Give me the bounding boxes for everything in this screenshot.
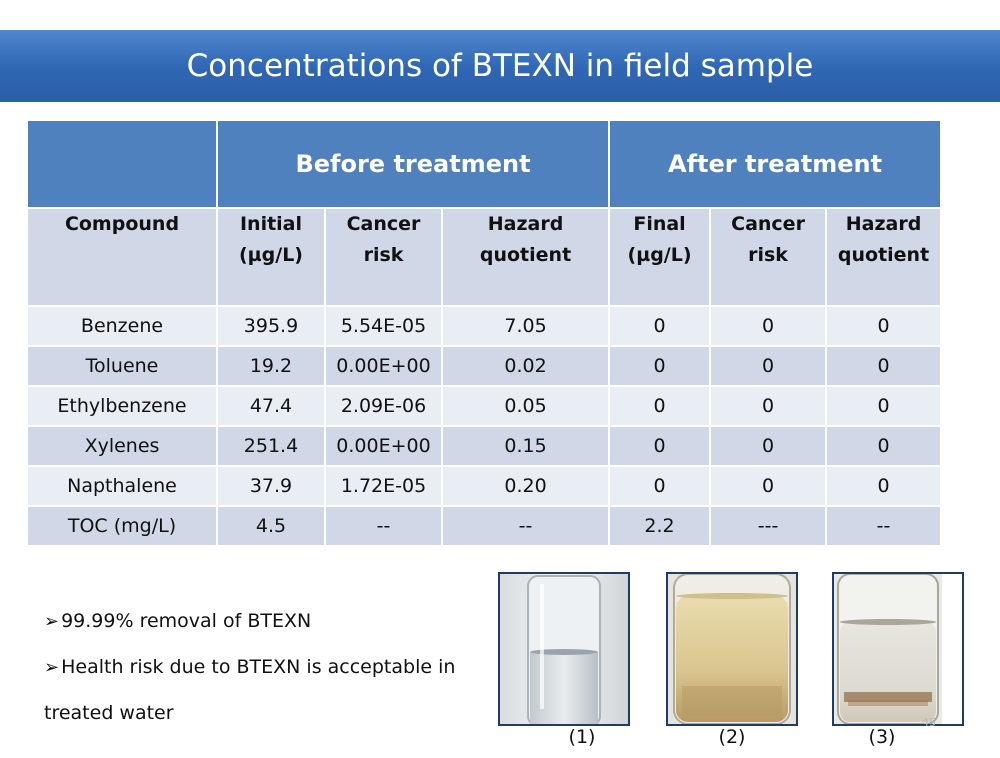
before-treatment-header: Before treatment xyxy=(215,119,611,209)
bullet-item: ➢ Health risk due to BTEXN is acceptable … xyxy=(44,656,456,678)
value-cell: 395.9 xyxy=(216,305,326,347)
photo-caption-3: (3) xyxy=(868,726,896,748)
column-header: Cancer risk xyxy=(324,207,443,307)
value-cell: 2.09E-06 xyxy=(324,385,443,427)
value-cell: 0.02 xyxy=(440,345,611,387)
value-cell: 251.4 xyxy=(216,425,326,467)
slide-title: Concentrations of BTEXN in field sample xyxy=(186,48,814,84)
after-treatment-header: After treatment xyxy=(608,119,943,209)
compound-cell: Toluene xyxy=(26,345,218,387)
column-header: Cancer risk xyxy=(709,207,828,307)
compound-cell: Benzene xyxy=(26,305,218,347)
value-cell: 4.5 xyxy=(216,505,326,547)
table-row: Ethylbenzene 47.4 2.09E-06 0.05 0 0 0 xyxy=(26,385,943,427)
value-cell: 0.00E+00 xyxy=(324,425,443,467)
photo-caption-2: (2) xyxy=(718,726,746,748)
bullet-continuation: treated water xyxy=(44,702,174,724)
table-row: Xylenes 251.4 0.00E+00 0.15 0 0 0 xyxy=(26,425,943,467)
compound-cell: TOC (mg/L) xyxy=(26,505,218,547)
bullet-list: ➢ 99.99% removal of BTEXN ➢ Health risk du… xyxy=(44,598,494,736)
compound-cell: Napthalene xyxy=(26,465,218,507)
value-cell: 0 xyxy=(825,425,943,467)
value-cell: 19.2 xyxy=(216,345,326,387)
value-cell: -- xyxy=(825,505,943,547)
value-cell: 2.2 xyxy=(608,505,712,547)
table-row: TOC (mg/L) 4.5 -- -- 2.2 --- -- xyxy=(26,505,943,547)
btexn-table: Before treatment After treatment Compoun… xyxy=(26,119,943,547)
value-cell: 0 xyxy=(709,385,828,427)
value-cell: 0 xyxy=(825,305,943,347)
corner-cell xyxy=(26,119,218,209)
value-cell: 0 xyxy=(825,385,943,427)
value-cell: --- xyxy=(709,505,828,547)
compound-cell: Ethylbenzene xyxy=(26,385,218,427)
column-header: Hazard quotient xyxy=(825,207,943,307)
value-cell: 0 xyxy=(825,345,943,387)
column-header: Final (µg/L) xyxy=(608,207,712,307)
table-row: Napthalene 37.9 1.72E-05 0.20 0 0 0 xyxy=(26,465,943,507)
value-cell: 1.72E-05 xyxy=(324,465,443,507)
value-cell: 0 xyxy=(709,305,828,347)
column-header-row: Compound Initial (µg/L) Cancer risk Hazard quo… xyxy=(26,207,943,307)
value-cell: 5.54E-05 xyxy=(324,305,443,347)
value-cell: 0 xyxy=(709,345,828,387)
value-cell: 0.00E+00 xyxy=(324,345,443,387)
table-row: Toluene 19.2 0.00E+00 0.02 0 0 0 xyxy=(26,345,943,387)
column-header: Compound xyxy=(26,207,218,307)
column-header: Initial (µg/L) xyxy=(216,207,326,307)
group-header-row: Before treatment After treatment xyxy=(26,119,943,209)
title-bar: Concentrations of BTEXN in field sample xyxy=(0,30,1000,102)
table-body: Benzene 395.9 5.54E-05 7.05 0 0 0 Toluene 19.2 0.… xyxy=(26,305,943,547)
value-cell: 0 xyxy=(608,465,712,507)
value-cell: 7.05 xyxy=(440,305,611,347)
value-cell: 37.9 xyxy=(216,465,326,507)
sample-photo-3 xyxy=(832,572,964,726)
value-cell: 0.20 xyxy=(440,465,611,507)
arrow-bullet-icon: ➢ xyxy=(44,657,60,678)
slide-number: 45 xyxy=(922,716,936,729)
value-cell: 0 xyxy=(608,385,712,427)
value-cell: 0 xyxy=(608,425,712,467)
arrow-bullet-icon: ➢ xyxy=(44,611,60,632)
value-cell: 0 xyxy=(608,345,712,387)
bullet-item: ➢ 99.99% removal of BTEXN xyxy=(44,610,312,632)
table-row: Benzene 395.9 5.54E-05 7.05 0 0 0 xyxy=(26,305,943,347)
value-cell: 0 xyxy=(825,465,943,507)
compound-cell: Xylenes xyxy=(26,425,218,467)
value-cell: 0 xyxy=(608,305,712,347)
photo-caption-1: (1) xyxy=(568,726,596,748)
value-cell: 0.05 xyxy=(440,385,611,427)
value-cell: -- xyxy=(440,505,611,547)
value-cell: 0.15 xyxy=(440,425,611,467)
value-cell: 0 xyxy=(709,465,828,507)
value-cell: -- xyxy=(324,505,443,547)
sample-photo-1 xyxy=(498,572,630,726)
sample-photo-2 xyxy=(666,572,798,726)
value-cell: 0 xyxy=(709,425,828,467)
column-header: Hazard quotient xyxy=(440,207,611,307)
value-cell: 47.4 xyxy=(216,385,326,427)
